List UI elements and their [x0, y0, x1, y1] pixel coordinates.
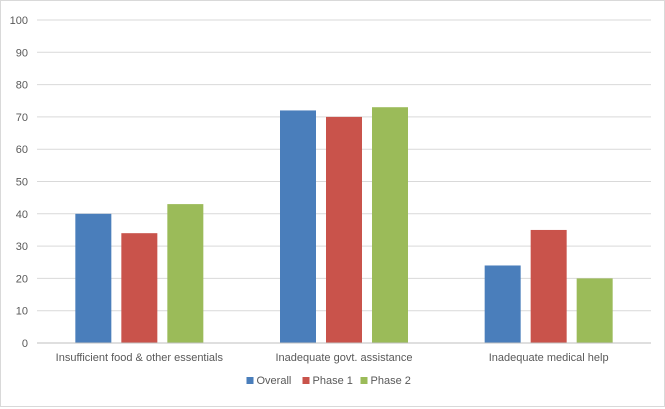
bar-phase-2 [372, 107, 408, 344]
category-label: Inadequate govt. assistance [276, 352, 413, 364]
bar-overall [75, 213, 112, 343]
y-tick-label: 90 [16, 47, 28, 59]
bar-overall [280, 110, 316, 343]
y-tick-label: 100 [10, 15, 28, 27]
category-label: Insufficient food & other essentials [56, 352, 224, 364]
category-label: Inadequate medical help [489, 352, 609, 364]
legend-label: Overall [257, 375, 292, 387]
legend-label: Phase 1 [313, 375, 353, 387]
y-tick-label: 0 [22, 338, 28, 350]
bars [75, 107, 613, 344]
y-tick-label: 10 [16, 306, 28, 318]
legend-swatch [302, 377, 310, 384]
legend-swatch [246, 377, 254, 384]
bar-phase-1 [326, 116, 362, 344]
category-labels: Insufficient food & other essentials Inad… [56, 352, 609, 364]
y-tick-label: 20 [16, 273, 28, 285]
bar-phase-1 [530, 229, 567, 343]
y-tick-label: 80 [16, 80, 28, 92]
y-tick-label: 40 [16, 209, 28, 221]
legend-swatch [360, 377, 368, 384]
y-axis-ticks: 0 10 20 30 40 50 60 70 80 90 100 [10, 15, 28, 350]
y-tick-label: 70 [16, 112, 28, 124]
y-tick-label: 60 [16, 144, 28, 156]
bar-phase-2 [167, 204, 204, 343]
legend-label: Phase 2 [371, 375, 411, 387]
y-tick-label: 30 [16, 241, 28, 253]
legend: Overall Phase 1 Phase 2 [246, 375, 411, 387]
bar-phase-2 [576, 278, 613, 343]
y-tick-label: 50 [16, 177, 28, 189]
bar-phase-1 [121, 233, 158, 343]
bar-overall [484, 265, 521, 343]
